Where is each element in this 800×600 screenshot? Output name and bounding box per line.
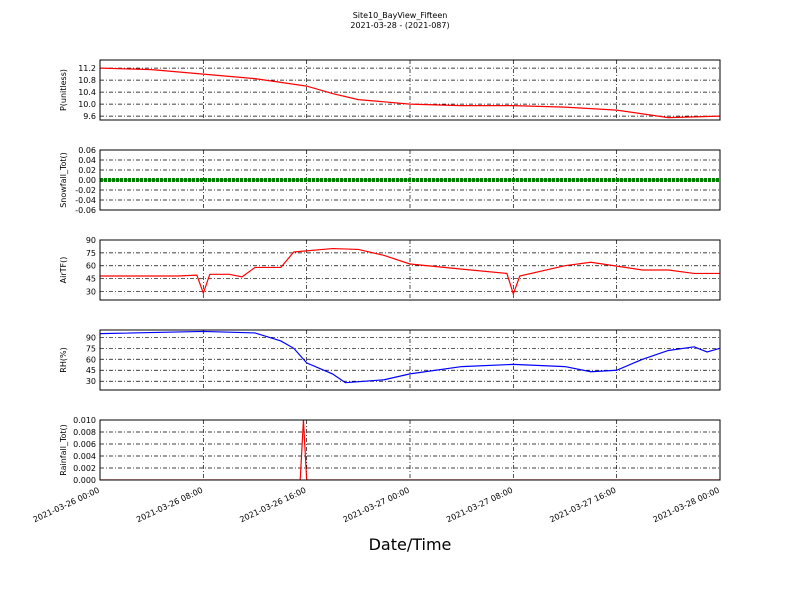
- axes-frame: [99, 239, 721, 301]
- y-axis-label: AirTF(): [59, 257, 68, 284]
- y-axis-label: Rainfall_Tot(): [59, 424, 68, 476]
- y-tick-label: -0.02: [75, 186, 96, 195]
- chart-subtitle: 2021-03-28 - (2021-087): [350, 21, 449, 30]
- y-tick-label: 30: [86, 287, 96, 296]
- y-tick-label: 45: [86, 275, 96, 284]
- y-tick-label: 0.006: [73, 440, 96, 449]
- x-tick-label: 2021-03-28 00:00: [652, 486, 721, 525]
- y-axis-label: Snowfall_Tot(): [59, 152, 68, 208]
- y-tick-label: 11.2: [78, 64, 96, 73]
- y-tick-label: 0.04: [78, 156, 96, 165]
- y-axis-label: RH(%): [59, 347, 68, 372]
- y-tick-label: 90: [86, 236, 96, 245]
- y-tick-label: 10.8: [78, 76, 96, 85]
- y-tick-label: -0.06: [75, 206, 96, 215]
- y-tick-label: 0.000: [73, 476, 96, 485]
- axes-frame: [99, 149, 721, 211]
- y-tick-label: 0.02: [78, 166, 96, 175]
- x-tick-label: 2021-03-27 16:00: [548, 486, 617, 525]
- y-tick-label: 45: [86, 366, 96, 375]
- y-tick-label: 9.6: [83, 112, 96, 121]
- x-tick-label: 2021-03-26 00:00: [32, 486, 101, 525]
- y-tick-label: 0.00: [78, 176, 96, 185]
- axes-frame: [99, 419, 721, 481]
- y-tick-label: 10.0: [78, 100, 96, 109]
- data-line: [100, 330, 720, 384]
- x-tick-label: 2021-03-26 08:00: [135, 486, 204, 525]
- x-axis-label: Date/Time: [369, 535, 452, 554]
- x-tick-label: 2021-03-26 16:00: [238, 486, 307, 525]
- y-tick-label: 0.010: [73, 416, 96, 425]
- y-tick-label: -0.04: [75, 196, 96, 205]
- y-tick-label: 90: [86, 333, 96, 342]
- y-tick-label: 0.008: [73, 428, 96, 437]
- y-tick-label: 60: [86, 262, 96, 271]
- x-tick-label: 2021-03-27 08:00: [445, 486, 514, 525]
- y-tick-label: 75: [86, 249, 96, 258]
- y-tick-label: 10.4: [78, 88, 96, 97]
- y-tick-label: 60: [86, 355, 96, 364]
- data-line: [100, 67, 720, 119]
- axes-frame: [99, 329, 721, 391]
- y-tick-label: 30: [86, 377, 96, 386]
- x-tick-label: 2021-03-27 00:00: [342, 486, 411, 525]
- y-tick-label: 0.002: [73, 464, 96, 473]
- y-tick-label: 0.06: [78, 146, 96, 155]
- y-tick-label: 0.004: [73, 452, 96, 461]
- axes-frame: [99, 59, 721, 121]
- y-axis-label: P(unitless): [59, 69, 68, 111]
- data-line: [100, 247, 720, 296]
- chart-title: Site10_BayView_Fifteen: [353, 11, 448, 20]
- y-tick-label: 75: [86, 344, 96, 353]
